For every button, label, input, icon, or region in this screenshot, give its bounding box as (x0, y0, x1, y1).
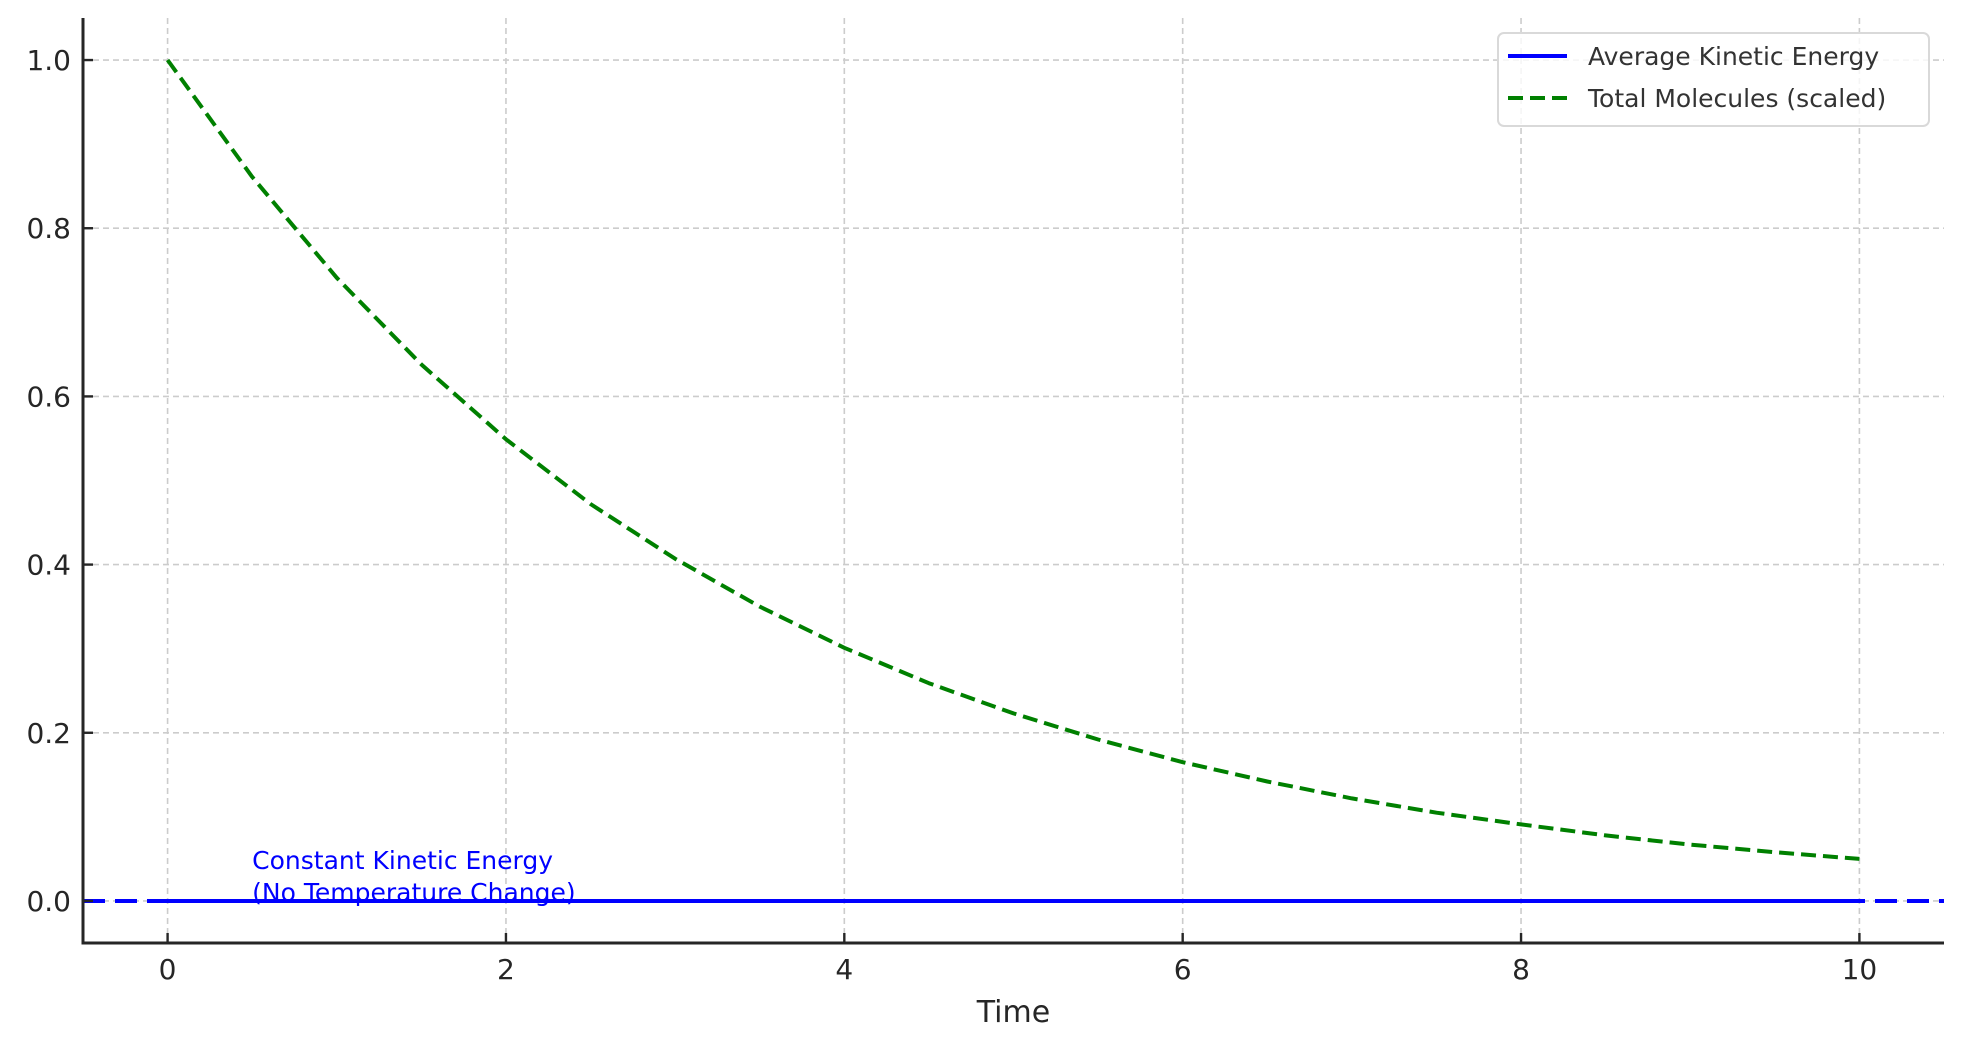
x-tick-label: 4 (835, 953, 853, 986)
y-axis-ticks: 0.0 0.2 0.4 0.6 0.8 1.0 (26, 44, 93, 918)
x-tick-label: 10 (1842, 953, 1878, 986)
x-tick-label: 6 (1174, 953, 1192, 986)
x-axis-ticks: 0 2 4 6 8 10 (159, 933, 1878, 986)
y-tick-label: 1.0 (26, 44, 71, 77)
x-tick-label: 2 (497, 953, 515, 986)
legend: Average Kinetic Energy Total Molecules (s… (1497, 32, 1930, 127)
annotation-text: Constant Kinetic Energy (No Temperature C… (252, 846, 575, 907)
series-line-1 (165, 58, 1860, 861)
x-axis-label: Time (976, 995, 1050, 1030)
legend-label-0: Average Kinetic Energy (1588, 42, 1879, 71)
annotation-line: Constant Kinetic Energy (252, 846, 553, 875)
y-tick-label: 0.8 (26, 212, 71, 245)
y-tick-label: 0.4 (26, 549, 71, 582)
y-tick-label: 0.2 (26, 717, 71, 750)
annotations: Constant Kinetic Energy (No Temperature C… (252, 846, 575, 907)
axes (81, 18, 1944, 945)
legend-box (1497, 32, 1930, 127)
plot-series (83, 58, 1944, 903)
y-tick-label: 0.6 (26, 380, 71, 413)
annotation-line: (No Temperature Change) (252, 878, 575, 907)
y-tick-label: 0.0 (26, 885, 71, 918)
x-tick-label: 0 (159, 953, 177, 986)
x-tick-label: 8 (1512, 953, 1530, 986)
legend-label-1: Total Molecules (scaled) (1587, 84, 1886, 113)
